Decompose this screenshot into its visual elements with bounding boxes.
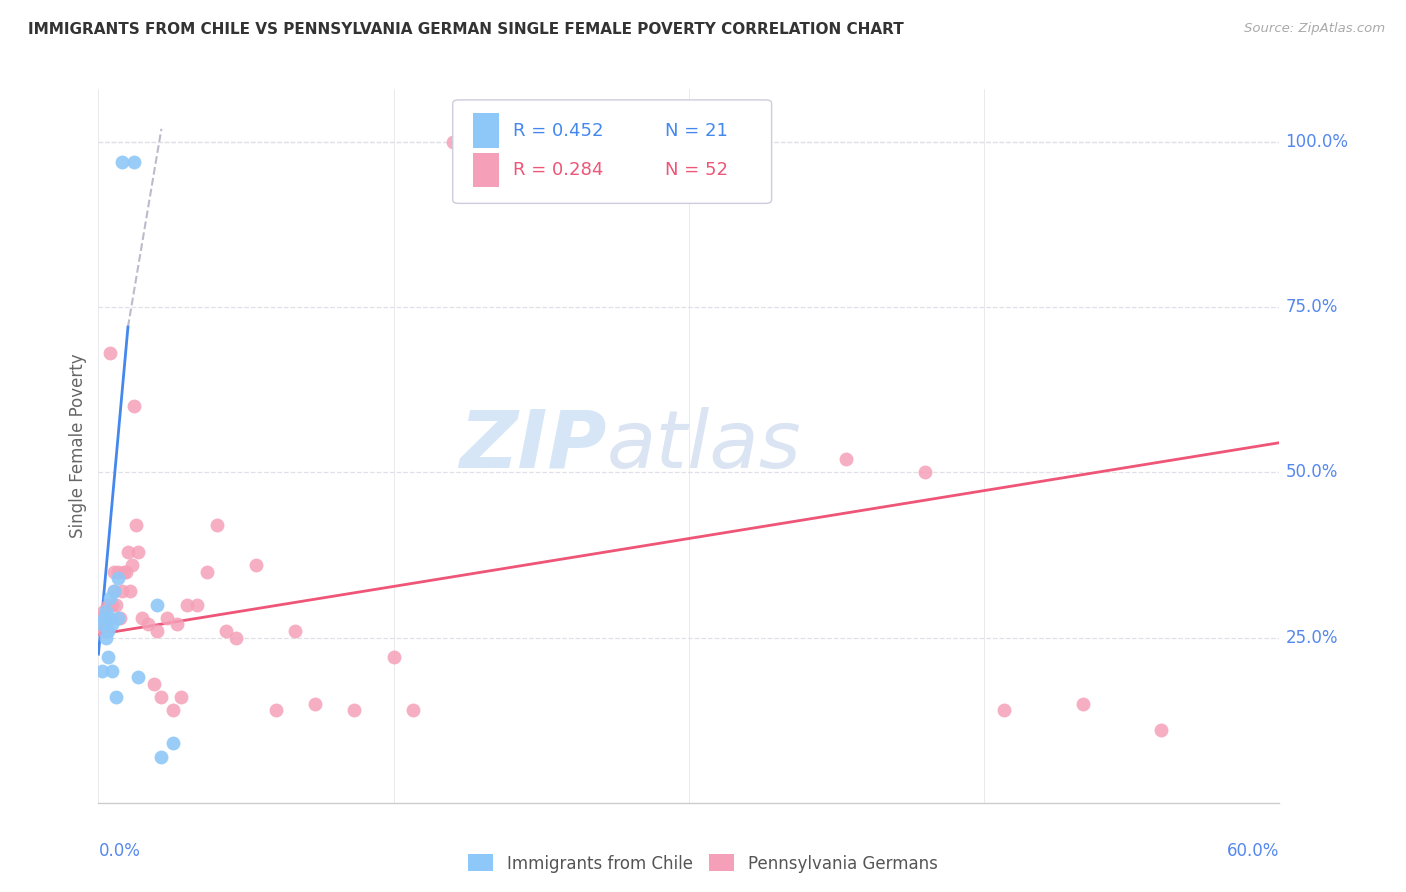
Point — [142, 677, 165, 691]
Y-axis label: Single Female Poverty: Single Female Poverty — [69, 354, 87, 538]
Point — [131, 611, 153, 625]
Point — [166, 617, 188, 632]
Point — [176, 598, 198, 612]
Point — [98, 346, 121, 360]
Point — [98, 611, 121, 625]
Point — [1150, 723, 1173, 738]
Point — [108, 611, 131, 625]
Point — [103, 584, 125, 599]
Point — [136, 617, 159, 632]
Text: R = 0.284: R = 0.284 — [513, 161, 603, 178]
Point — [101, 664, 124, 678]
Legend: Immigrants from Chile, Pennsylvania Germans: Immigrants from Chile, Pennsylvania Germ… — [461, 847, 945, 880]
Text: 60.0%: 60.0% — [1227, 842, 1279, 860]
Point — [195, 565, 218, 579]
Point — [91, 617, 114, 632]
Point — [97, 598, 120, 612]
Point — [284, 624, 307, 638]
Point — [96, 604, 118, 618]
Point — [304, 697, 326, 711]
Point — [150, 749, 173, 764]
Point — [93, 624, 115, 638]
Point — [225, 631, 247, 645]
Point — [1071, 697, 1094, 711]
Point — [89, 617, 111, 632]
Point — [97, 650, 120, 665]
Point — [107, 565, 129, 579]
Bar — [472, 113, 499, 148]
Point — [162, 736, 184, 750]
Text: 100.0%: 100.0% — [1285, 133, 1348, 151]
Text: 25.0%: 25.0% — [1285, 629, 1339, 647]
Text: 0.0%: 0.0% — [98, 842, 141, 860]
Point — [914, 466, 936, 480]
Point — [146, 624, 169, 638]
Point — [98, 591, 121, 605]
Point — [103, 584, 125, 599]
Text: N = 21: N = 21 — [665, 121, 728, 139]
Point — [402, 703, 425, 717]
Point — [96, 617, 118, 632]
Point — [121, 558, 143, 572]
Point — [91, 611, 114, 625]
Point — [97, 624, 120, 638]
Point — [122, 154, 145, 169]
Point — [343, 703, 366, 717]
Text: 50.0%: 50.0% — [1285, 464, 1337, 482]
Point — [111, 584, 134, 599]
Bar — [472, 153, 499, 187]
Point — [125, 518, 148, 533]
Point — [105, 598, 128, 612]
Point — [117, 545, 139, 559]
Point — [105, 690, 128, 704]
Text: R = 0.452: R = 0.452 — [513, 121, 603, 139]
Point — [170, 690, 193, 704]
Point — [156, 611, 179, 625]
Point — [186, 598, 208, 612]
Text: atlas: atlas — [606, 407, 801, 485]
Text: Source: ZipAtlas.com: Source: ZipAtlas.com — [1244, 22, 1385, 36]
FancyBboxPatch shape — [453, 100, 772, 203]
Text: N = 52: N = 52 — [665, 161, 728, 178]
Point — [264, 703, 287, 717]
Point — [107, 571, 129, 585]
Point — [150, 690, 173, 704]
Point — [107, 611, 129, 625]
Text: ZIP: ZIP — [458, 407, 606, 485]
Point — [96, 611, 118, 625]
Text: IMMIGRANTS FROM CHILE VS PENNSYLVANIA GERMAN SINGLE FEMALE POVERTY CORRELATION C: IMMIGRANTS FROM CHILE VS PENNSYLVANIA GE… — [28, 22, 904, 37]
Point — [101, 617, 124, 632]
Point — [245, 558, 267, 572]
Point — [122, 400, 145, 414]
Point — [111, 154, 134, 169]
Point — [101, 598, 124, 612]
Point — [118, 584, 141, 599]
Point — [382, 650, 405, 665]
Text: 75.0%: 75.0% — [1285, 298, 1337, 317]
Point — [103, 565, 125, 579]
Point — [162, 703, 184, 717]
Point — [205, 518, 228, 533]
Point — [96, 631, 118, 645]
Point — [115, 565, 138, 579]
Point — [91, 664, 114, 678]
Point — [97, 611, 120, 625]
Point — [127, 545, 149, 559]
Point — [127, 670, 149, 684]
Point — [835, 452, 858, 467]
Point — [112, 565, 135, 579]
Point — [146, 598, 169, 612]
Point — [93, 611, 115, 625]
Point — [215, 624, 238, 638]
Point — [441, 135, 464, 149]
Point — [93, 604, 115, 618]
Point — [993, 703, 1015, 717]
